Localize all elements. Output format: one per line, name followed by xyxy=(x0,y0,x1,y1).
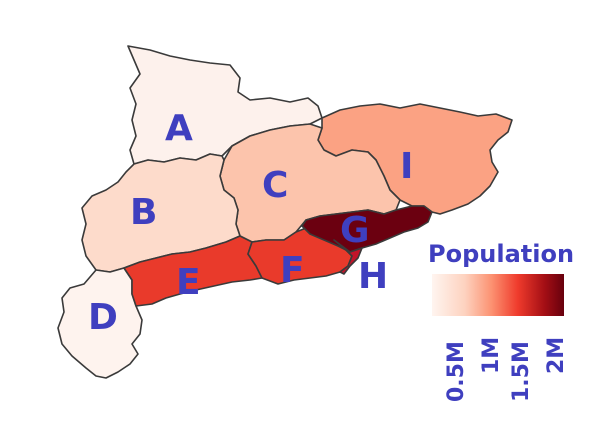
region-label-a: A xyxy=(165,108,193,149)
region-labels: A B C D E F G H I xyxy=(88,108,413,338)
region-label-h: H xyxy=(358,256,388,297)
region-label-f: F xyxy=(280,250,305,291)
region-label-b: B xyxy=(130,192,157,233)
legend-tick-1-5m: 1.5M xyxy=(509,341,534,402)
legend-colorbar xyxy=(432,274,564,316)
region-label-d: D xyxy=(88,297,118,338)
legend-tick-1m: 1M xyxy=(479,337,504,374)
regions xyxy=(57,45,513,379)
region-label-c: C xyxy=(262,165,288,206)
legend: Population 0.5M 1M 1.5M 2M xyxy=(428,240,574,402)
region-label-e: E xyxy=(176,262,201,303)
region-h[interactable] xyxy=(333,239,363,275)
legend-tick-0-5m: 0.5M xyxy=(444,341,469,402)
legend-title: Population xyxy=(428,240,574,268)
legend-tick-2m: 2M xyxy=(544,337,569,374)
region-label-i: I xyxy=(400,146,413,187)
region-label-g: G xyxy=(340,210,370,251)
